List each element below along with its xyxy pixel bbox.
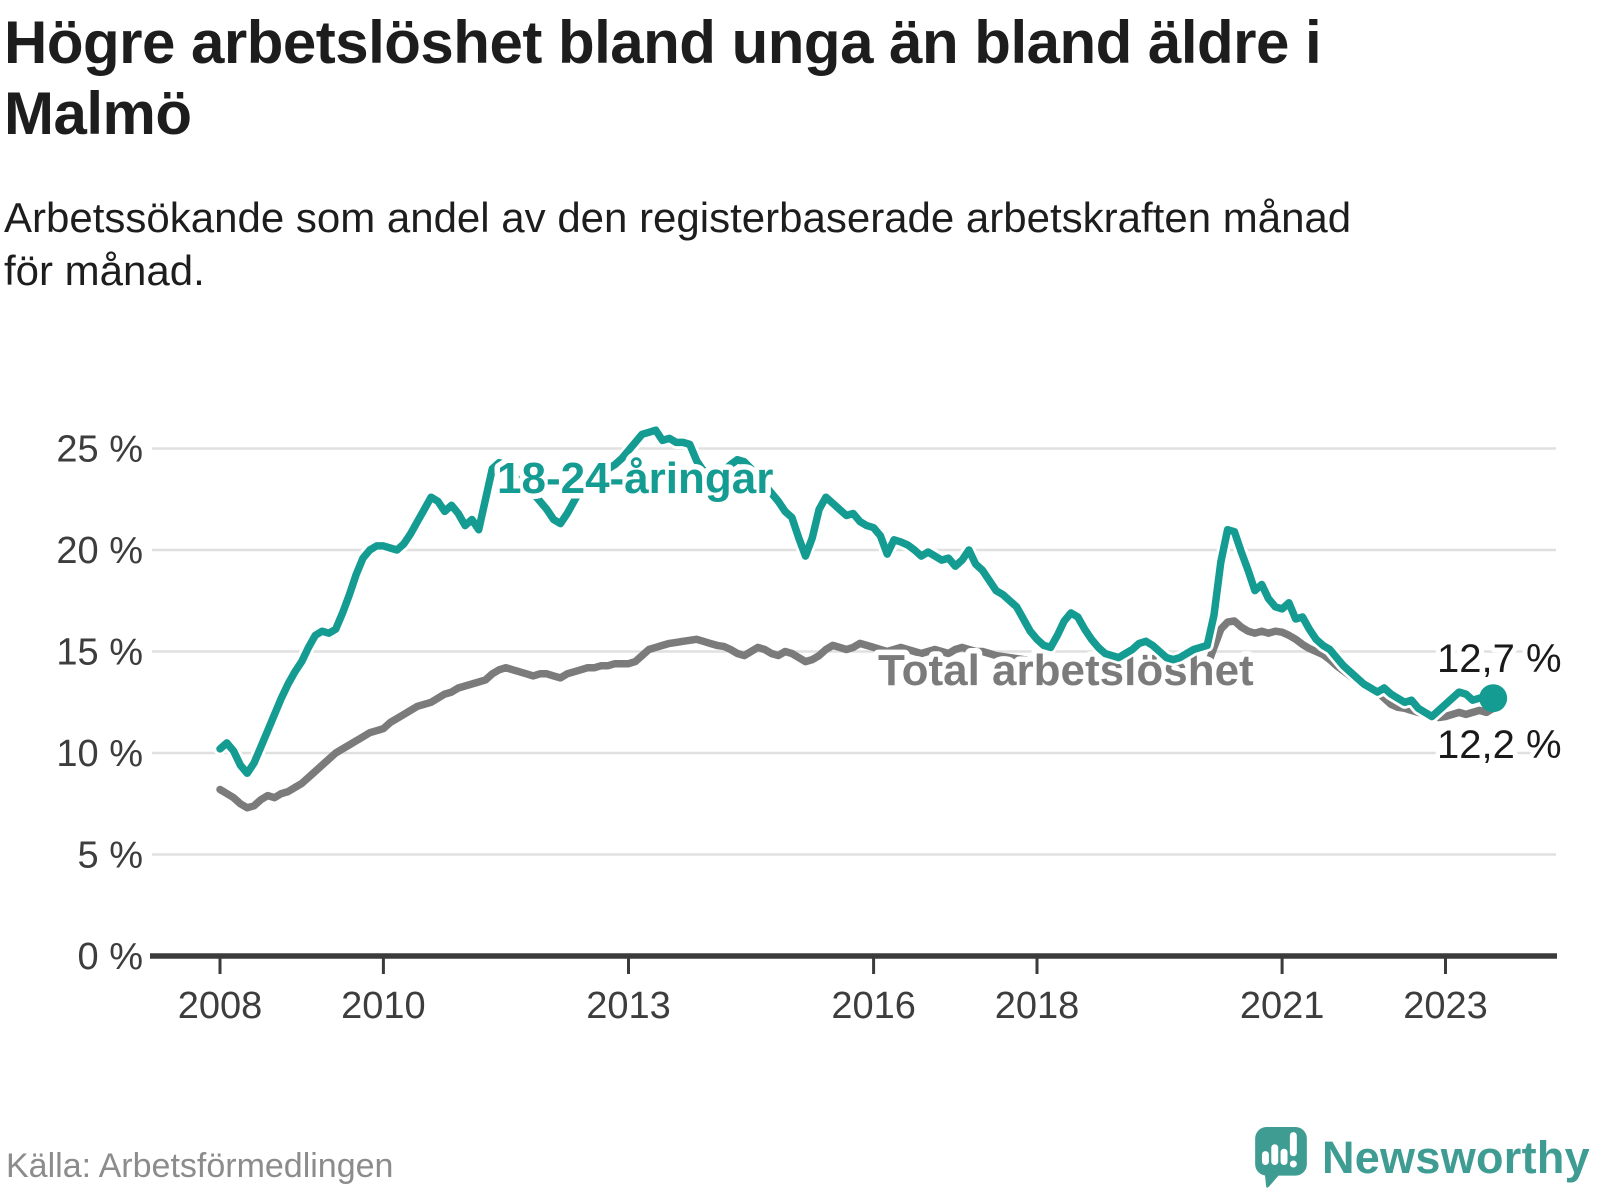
logo-exclamation-stem [1289,1132,1297,1157]
logo-bar-2 [1271,1144,1279,1165]
y-axis-label-5: 5 % [78,835,143,877]
logo-bar-1 [1261,1151,1269,1165]
end-label-youth: 12,7 % [1437,637,1562,681]
series-total-line [216,617,1497,812]
end-dot [1479,684,1508,713]
page-title: Högre arbetslöshet bland unga än bland ä… [4,8,1556,150]
x-axis-label-2016: 2016 [831,985,916,1027]
x-axis-label-2010: 2010 [341,985,426,1027]
title-line-1: Högre arbetslöshet bland unga än bland ä… [4,9,1322,76]
logo-bar-3 [1280,1148,1288,1165]
x-axis-label-2013: 2013 [586,985,671,1027]
y-axis-label-15: 15 % [56,632,143,674]
newsworthy-logo-text: Newsworthy [1321,1131,1590,1183]
subtitle-line-2: för månad. [4,246,205,294]
subtitle-line-1: Arbetssökande som andel av den registerb… [4,194,1352,241]
logo-exclamation-dot [1289,1160,1297,1168]
y-axis-label-25: 25 % [56,429,143,471]
source-note: Källa: Arbetsförmedlingen [6,1147,394,1185]
y-axis-label-20: 20 % [56,530,143,572]
x-axis-label-2023: 2023 [1403,985,1488,1027]
series-youth-line [216,426,1497,778]
x-axis-label-2018: 2018 [995,985,1080,1027]
series-youth-halo [213,423,1500,780]
x-axis-label-2008: 2008 [178,985,263,1027]
x-axis-label-2021: 2021 [1240,985,1325,1027]
series-youth-label: 18-24-åringar [497,454,773,503]
chart-subtitle: Arbetssökande som andel av den registerb… [4,192,1564,297]
title-line-2: Malmö [4,79,192,147]
newsworthy-logo-icon [1255,1127,1307,1188]
newsworthy-logo: Newsworthy [1255,1127,1590,1188]
end-label-total: 12,2 % [1437,723,1562,767]
y-axis-label-0: 0 % [78,936,143,978]
y-axis-label-10: 10 % [56,733,143,775]
